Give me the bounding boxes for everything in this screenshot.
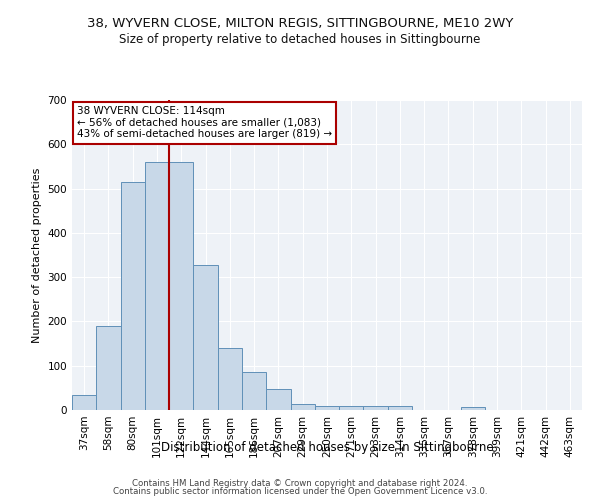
Text: 38 WYVERN CLOSE: 114sqm
← 56% of detached houses are smaller (1,083)
43% of semi: 38 WYVERN CLOSE: 114sqm ← 56% of detache…: [77, 106, 332, 140]
Bar: [96, 326, 121, 410]
Text: Size of property relative to detached houses in Sittingbourne: Size of property relative to detached ho…: [119, 32, 481, 46]
Bar: [193, 265, 218, 410]
Bar: [461, 407, 485, 410]
Bar: [266, 389, 290, 410]
Text: Distribution of detached houses by size in Sittingbourne: Distribution of detached houses by size …: [161, 441, 493, 454]
Bar: [218, 348, 242, 410]
Text: Contains HM Land Registry data © Crown copyright and database right 2024.: Contains HM Land Registry data © Crown c…: [132, 478, 468, 488]
Bar: [242, 372, 266, 410]
Bar: [72, 394, 96, 410]
Y-axis label: Number of detached properties: Number of detached properties: [32, 168, 42, 342]
Text: Contains public sector information licensed under the Open Government Licence v3: Contains public sector information licen…: [113, 487, 487, 496]
Bar: [169, 162, 193, 410]
Bar: [364, 406, 388, 410]
Bar: [388, 406, 412, 410]
Bar: [315, 406, 339, 410]
Bar: [339, 406, 364, 410]
Text: 38, WYVERN CLOSE, MILTON REGIS, SITTINGBOURNE, ME10 2WY: 38, WYVERN CLOSE, MILTON REGIS, SITTINGB…: [87, 18, 513, 30]
Bar: [290, 404, 315, 410]
Bar: [145, 162, 169, 410]
Bar: [121, 182, 145, 410]
